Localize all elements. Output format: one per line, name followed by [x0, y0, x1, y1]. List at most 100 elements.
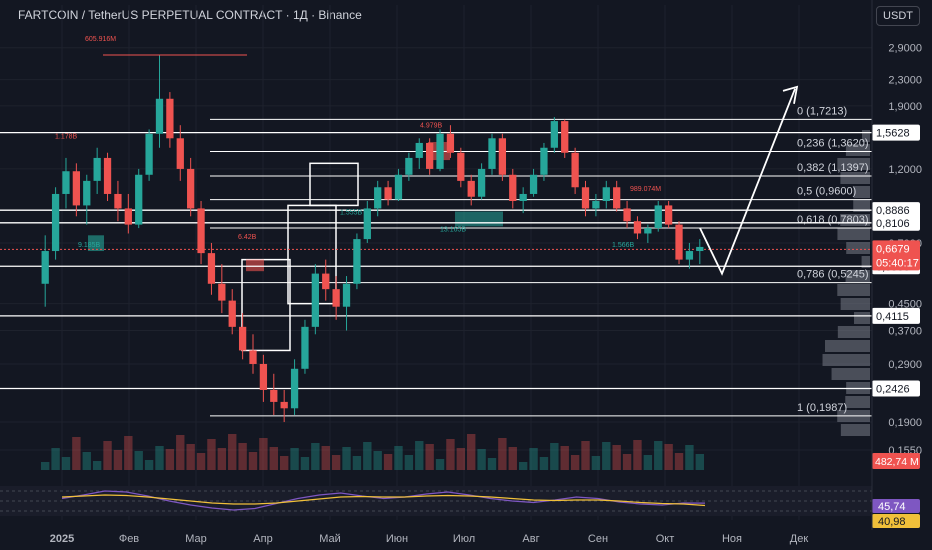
candle-body: [62, 171, 70, 194]
candle-body: [83, 180, 91, 206]
candle-body: [135, 174, 143, 225]
candle-body: [509, 174, 517, 202]
volume-bar: [477, 449, 486, 470]
candle-body: [207, 253, 216, 284]
rsi-tag: [872, 499, 920, 513]
price-axis: 2,90002,30001,90001,20000,70000,45000,37…: [871, 0, 922, 530]
candle-body: [561, 121, 569, 153]
candle-body: [426, 142, 434, 169]
level-tag: [872, 124, 920, 141]
candle-body: [477, 168, 486, 197]
level-tag-label: 1,5628: [876, 128, 910, 140]
volume-bar: [633, 440, 642, 470]
volume-bar: [435, 459, 445, 470]
volume-bar: [529, 448, 538, 470]
candle-body: [176, 138, 184, 169]
candle-body: [540, 147, 548, 175]
candle-body: [654, 205, 662, 229]
candle-body: [529, 174, 538, 194]
volume-bar: [467, 434, 476, 470]
levels: 0 (1,7213) 0,236 (1,3620) 0,382 (1,1397) 0,…: [0, 105, 872, 417]
candle-body: [155, 98, 164, 134]
fib-label: 1 (0,1987): [797, 402, 847, 414]
volume-bar: [300, 457, 310, 470]
candle-body: [249, 350, 257, 364]
candle-body: [613, 187, 621, 209]
profile-bar: [822, 354, 870, 366]
level-tag: [872, 214, 920, 231]
volume-bar: [622, 454, 632, 470]
time-tick: Дек: [790, 533, 809, 545]
volume-annotation: 1.566B: [612, 242, 635, 249]
candle-body: [602, 187, 610, 202]
volume-bar: [269, 447, 278, 470]
volume-annotation: 13.165B: [440, 227, 466, 234]
profile-bar: [846, 242, 870, 254]
fib-label: 0,618 (0,7803): [797, 214, 869, 226]
volume-annotation: 1.555B: [340, 210, 363, 217]
profile-bar: [853, 200, 870, 212]
volume-bar: [196, 453, 206, 470]
volume-bar: [643, 455, 653, 470]
current-price-label: 0,6679: [876, 243, 910, 255]
level-tag-label: 0,2426: [876, 383, 910, 395]
profile-bar: [840, 172, 870, 184]
projection-arrow: [699, 85, 799, 276]
volume-bar: [259, 438, 268, 470]
candle-body: [270, 389, 278, 402]
supply-block: [246, 259, 264, 272]
profile-bar: [840, 298, 870, 310]
candle-body: [394, 174, 403, 200]
volume-profile: [822, 130, 870, 436]
volume-bar: [124, 436, 133, 470]
currency-button[interactable]: USDT: [876, 6, 920, 26]
volume-bar: [674, 453, 684, 470]
profile-bar: [837, 284, 870, 296]
candle-body: [145, 133, 153, 175]
profile-bar: [862, 130, 870, 142]
fib-label: 0,5 (0,9600): [797, 186, 856, 198]
candle-body: [571, 152, 579, 188]
volume-bar: [186, 444, 195, 470]
price-tick: 0,4500: [888, 299, 922, 311]
price-tick: 0,1900: [888, 417, 922, 429]
volume-bar: [602, 442, 611, 470]
candle-body: [301, 326, 309, 369]
candle-body: [93, 157, 101, 181]
volume-bar: [144, 460, 154, 470]
volume-bar: [425, 444, 434, 470]
candle-body: [259, 363, 268, 390]
fib-label: 0,236 (1,3620): [797, 138, 869, 150]
profile-bar: [837, 326, 870, 338]
level-tag: [872, 202, 920, 219]
candle-body: [114, 193, 122, 209]
candle-body: [353, 239, 361, 284]
profile-bar: [861, 256, 870, 268]
time-tick: Июн: [386, 533, 408, 545]
volume-bar: [352, 456, 362, 470]
volume-bar: [92, 461, 102, 470]
price-tick: 0,2900: [888, 359, 922, 371]
volume-bar: [383, 454, 393, 470]
time-tick: Май: [319, 533, 341, 545]
rsi-line: [61, 490, 706, 511]
candle-body: [581, 187, 590, 209]
candle-body: [228, 300, 236, 327]
candle-body: [457, 152, 465, 181]
zone-box: [309, 162, 359, 207]
candle-body: [197, 208, 205, 254]
volume-bar: [290, 448, 299, 470]
volume-annotation: 4.979B: [420, 123, 443, 130]
time-tick: Апр: [253, 533, 272, 545]
profile-bar: [831, 368, 870, 380]
candle-body: [550, 121, 558, 148]
time-tick: Мар: [185, 533, 207, 545]
volume-bar: [498, 438, 507, 470]
rsi-tag-label: 45,74: [878, 501, 906, 513]
volume-annotation: 6.42B: [238, 234, 257, 241]
volume-bar: [51, 448, 60, 470]
grid: [0, 5, 872, 520]
candle-body: [436, 133, 444, 169]
time-tick: Июл: [453, 533, 475, 545]
